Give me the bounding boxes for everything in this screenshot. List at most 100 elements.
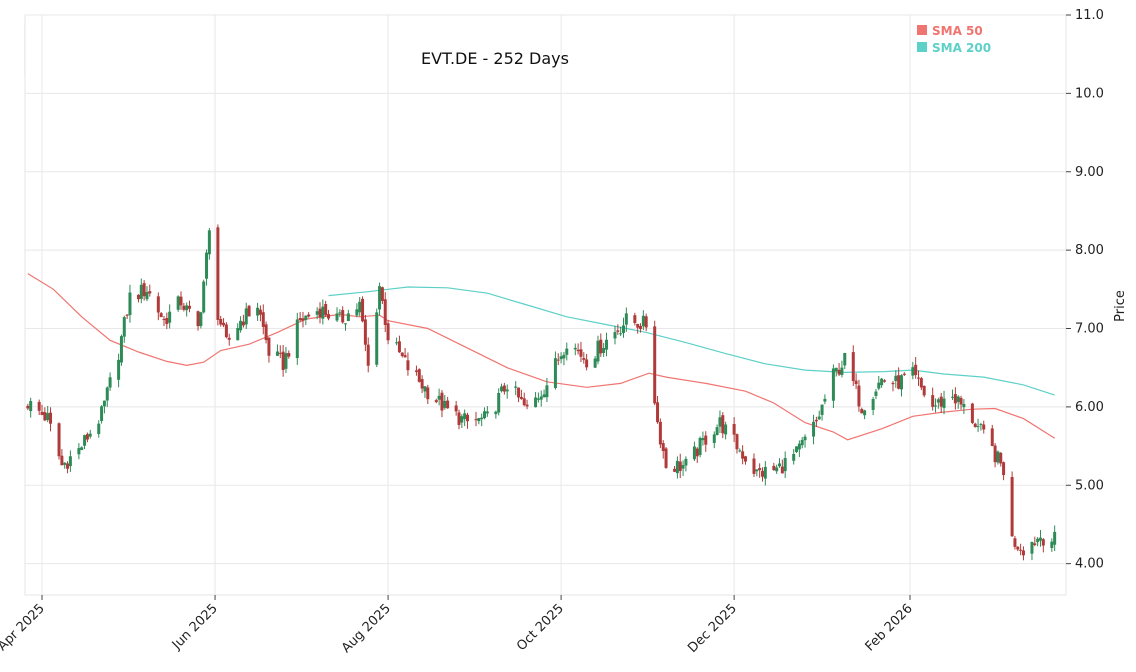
candle-body: [46, 413, 50, 421]
candle-body: [891, 382, 895, 385]
candle-body: [304, 315, 308, 321]
candle-body: [125, 314, 129, 316]
candle-body: [514, 386, 518, 388]
candle-body: [483, 411, 487, 419]
candle-body: [942, 398, 946, 408]
candle-body: [434, 400, 438, 403]
candle-body: [880, 378, 884, 386]
candle-body: [222, 322, 226, 326]
candle-body: [834, 367, 838, 372]
candle-body: [97, 423, 101, 434]
candle-body: [517, 387, 521, 398]
candle-body: [375, 312, 379, 365]
candle-body: [644, 316, 648, 328]
candle-body: [899, 375, 903, 390]
candle-body: [565, 348, 569, 355]
candle-body: [664, 448, 668, 468]
candle-body: [85, 434, 89, 440]
candle-body: [278, 352, 282, 354]
candle-body: [199, 312, 203, 327]
candle-body: [165, 318, 169, 325]
candle-body: [307, 314, 311, 317]
candle-body: [982, 424, 986, 430]
legend: SMA 50 SMA 200: [917, 24, 991, 55]
candle-body: [315, 311, 319, 315]
candle-body: [66, 463, 70, 469]
candle-body: [324, 303, 328, 316]
candle-body: [247, 305, 251, 317]
candle-body: [857, 385, 861, 407]
candle-body: [403, 355, 407, 358]
candle-body: [939, 396, 943, 407]
candle-body: [854, 380, 858, 385]
candle-body: [216, 227, 220, 320]
candle-body: [301, 318, 305, 321]
candle-body: [953, 394, 957, 404]
candle-body: [1016, 546, 1020, 550]
y-tick-label: 5.00: [1075, 478, 1104, 493]
candle-body: [477, 418, 481, 422]
candle-body: [1013, 538, 1017, 547]
candle-body: [993, 445, 997, 463]
candle-body: [636, 323, 640, 328]
candle-body: [224, 324, 228, 338]
candle-body: [752, 458, 756, 474]
candle-body: [1038, 537, 1042, 541]
candle-body: [814, 419, 818, 422]
candle-body: [236, 327, 240, 341]
x-tick-label: Aug 2025: [339, 601, 394, 656]
candle-body: [539, 396, 543, 400]
candle-body: [582, 358, 586, 360]
sma200-line: [328, 286, 1055, 396]
candle-body: [505, 389, 509, 392]
candle-body: [474, 419, 478, 421]
candle-body: [721, 415, 725, 434]
candle-body: [534, 397, 538, 408]
x-tick-label: Dec 2025: [685, 601, 740, 656]
candle-body: [26, 405, 30, 409]
candle-body: [639, 325, 643, 330]
candle-body: [219, 318, 223, 325]
candle-body: [951, 396, 955, 398]
candle-body: [105, 387, 109, 401]
candle-body: [378, 286, 382, 310]
candle-body: [182, 305, 186, 310]
candle-body: [327, 314, 331, 319]
candle-body: [179, 296, 183, 306]
candle-body: [457, 412, 461, 425]
candle-body: [63, 462, 67, 465]
candle-body: [1053, 531, 1057, 545]
candle-body: [678, 461, 682, 472]
candle-body: [1010, 477, 1014, 537]
candle-body: [239, 320, 243, 331]
candle-body: [743, 456, 747, 462]
plot-area: [24, 14, 1067, 596]
candle-body: [874, 391, 878, 396]
candle-body: [400, 352, 404, 356]
candle-body: [712, 434, 716, 443]
sma-lines: [27, 273, 1056, 441]
candle-body: [122, 317, 126, 337]
candle-body: [698, 437, 702, 455]
candle-body: [142, 283, 146, 297]
candle-body: [803, 436, 807, 441]
candle-body: [383, 299, 387, 325]
candle-body: [420, 379, 424, 389]
legend-label: SMA 200: [932, 41, 991, 55]
candle-body: [227, 337, 231, 340]
candle-body: [494, 411, 498, 415]
candle-body: [440, 392, 444, 411]
candle-body: [29, 401, 33, 412]
candle-body: [619, 333, 623, 335]
candle-body: [148, 291, 152, 294]
candle-body: [500, 386, 504, 392]
candles: [26, 224, 1057, 561]
candle-body: [624, 313, 628, 325]
candle-body: [406, 360, 410, 371]
sma50-line: [27, 273, 1056, 441]
candle-body: [917, 377, 921, 379]
candle-body: [139, 284, 143, 299]
x-tick-label: Apr 2025: [0, 601, 48, 654]
candle-body: [176, 296, 180, 310]
